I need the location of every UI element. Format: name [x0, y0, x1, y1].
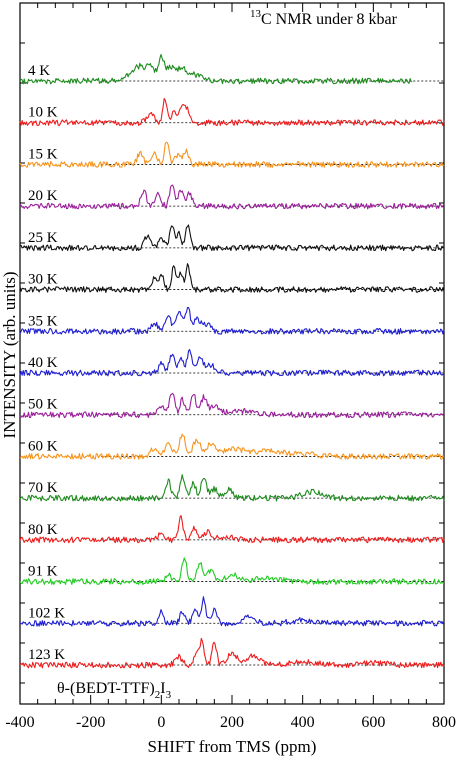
- spectrum-line: [19, 306, 445, 335]
- spectrum-line: [19, 349, 445, 377]
- spectrum-line: [19, 97, 445, 127]
- x-tick-labels: -400 -200 0 200 400 600 800: [5, 714, 456, 731]
- axis-ticks: [19, 3, 445, 704]
- spectrum-102k: 102 K: [19, 596, 445, 627]
- spectrum-line: [19, 141, 445, 168]
- temperature-label: 80 K: [28, 522, 58, 538]
- x-tick-label: 600: [361, 714, 385, 731]
- spectrum-line: [19, 557, 444, 585]
- compound-subscript-3: 3: [166, 689, 172, 701]
- spectrum-4k: 4 K: [19, 53, 444, 85]
- experiment-annotation: 13C NMR under 8 kbar: [250, 8, 398, 28]
- spectrum-line: [19, 637, 445, 669]
- isotope-superscript: 13: [250, 8, 262, 20]
- temperature-label: 102 K: [28, 605, 65, 621]
- compound-iodine: I: [160, 680, 165, 697]
- spectrum-70k: 70 K: [19, 474, 445, 502]
- spectrum-60k: 60 K: [19, 433, 445, 460]
- spectrum-line: [19, 474, 445, 502]
- compound-subscript-2: 2: [155, 689, 161, 701]
- temperature-label: 20 K: [28, 188, 58, 204]
- spectrum-91k: 91 K: [19, 557, 444, 585]
- compound-label: θ-(BEDT-TTF)2I3: [57, 680, 172, 701]
- temperature-label: 91 K: [28, 564, 58, 580]
- temperature-label: 60 K: [28, 438, 58, 454]
- spectrum-line: [19, 263, 445, 293]
- spectrum-line: [19, 184, 445, 210]
- spectrum-line: [19, 515, 445, 544]
- temperature-label: 50 K: [28, 397, 58, 413]
- spectrum-15k: 15 K: [19, 141, 445, 168]
- spectrum-80k: 80 K: [19, 515, 445, 544]
- spectrum-35k: 35 K: [19, 306, 445, 335]
- temperature-label: 15 K: [28, 146, 58, 162]
- temperature-label: 25 K: [28, 230, 58, 246]
- spectrum-30k: 30 K: [19, 263, 445, 293]
- temperature-label: 70 K: [28, 480, 58, 496]
- temperature-label: 123 K: [28, 647, 65, 663]
- spectra-traces: 4 K 10 K 15 K 20 K 25 K 30 K 35 K 40 K 50 K 60 K 7…: [19, 53, 445, 669]
- spectrum-line: [19, 53, 413, 85]
- x-tick-label: 400: [291, 714, 315, 731]
- x-tick-label: 0: [157, 714, 165, 731]
- x-axis-title: SHIFT from TMS (ppm): [148, 737, 317, 756]
- x-tick-label: 200: [220, 714, 244, 731]
- experiment-annotation-text: C NMR under 8 kbar: [261, 11, 398, 28]
- x-tick-label: -400: [5, 714, 34, 731]
- plot-frame: [19, 2, 445, 705]
- spectrum-50k: 50 K: [19, 392, 445, 419]
- temperature-label: 40 K: [28, 355, 58, 371]
- spectrum-25k: 25 K: [19, 224, 445, 252]
- spectrum-123k: 123 K: [19, 637, 445, 669]
- temperature-label: 35 K: [28, 313, 58, 329]
- spectrum-line: [19, 596, 445, 627]
- temperature-label: 10 K: [28, 105, 58, 121]
- y-axis-title: INTENSITY (arb. units): [0, 272, 19, 439]
- spectrum-line: [19, 433, 445, 460]
- spectrum-20k: 20 K: [19, 184, 445, 210]
- spectrum-10k: 10 K: [19, 97, 445, 127]
- x-tick-label: -200: [76, 714, 105, 731]
- spectrum-40k: 40 K: [19, 349, 445, 377]
- spectrum-line: [19, 224, 445, 252]
- x-tick-label: 800: [432, 714, 456, 731]
- compound-label-main: θ-(BEDT-TTF): [57, 680, 155, 697]
- spectrum-line: [19, 392, 445, 419]
- temperature-label: 30 K: [28, 272, 58, 288]
- temperature-label: 4 K: [28, 63, 50, 79]
